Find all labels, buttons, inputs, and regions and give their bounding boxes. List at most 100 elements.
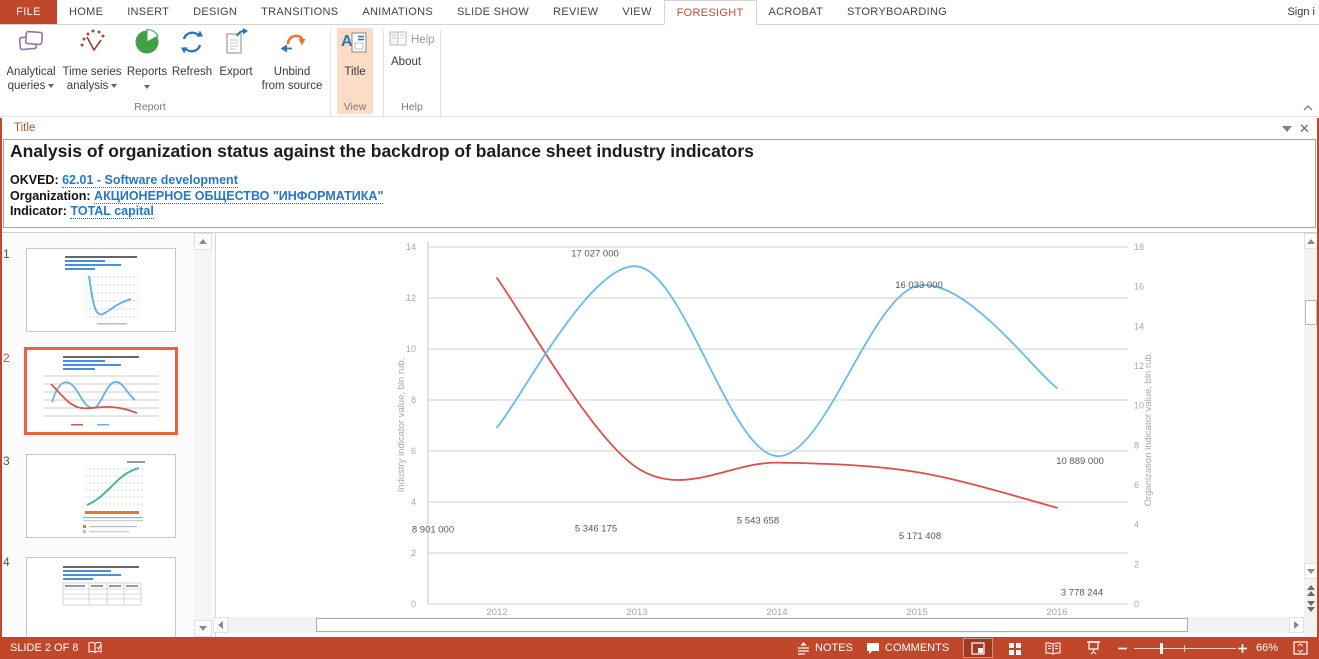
organization-label: Organization: [10,188,91,203]
slide-thumbnail-3[interactable] [26,454,176,538]
right-axis-tick-label: 14 [1134,321,1144,331]
thumbnail-scrollbar[interactable] [194,233,212,637]
horizontal-scrollbar[interactable] [213,617,1304,633]
slide-number: 2 [3,351,10,365]
reports-button[interactable]: Reports [124,28,170,114]
tab-view[interactable]: VIEW [622,6,652,18]
thumbnail-scroll-up-button[interactable] [194,233,212,250]
thumbnail-chart [83,461,145,533]
tab-animations[interactable]: ANIMATIONS [362,6,434,18]
unbind-from-source-button[interactable]: Unbind from source [258,28,326,114]
fit-to-window-icon [1293,641,1308,655]
vertical-scrollbar[interactable] [1304,233,1318,637]
zoom-in-icon [1238,643,1247,653]
thumbnail-chart [62,566,142,606]
reading-view-button[interactable] [1038,638,1068,658]
tab-acrobat[interactable]: ACROBAT [768,6,823,18]
tab-file[interactable]: FILE [0,0,57,24]
tab-storyboarding[interactable]: STORYBOARDING [846,6,948,18]
notes-button[interactable]: NOTES [797,637,853,659]
scroll-right-button[interactable] [1289,617,1304,633]
normal-view-button[interactable] [963,638,993,658]
sign-in[interactable]: Sign i [1287,6,1315,18]
left-axis-tick-label: 0 [411,599,416,609]
right-axis-tick-label: 6 [1134,480,1139,490]
thumbnail-chart [43,356,159,426]
left-axis-tick-label: 6 [411,446,416,456]
okved-label: OKVED: [10,173,59,187]
slideshow-icon [1086,641,1100,655]
refresh-button[interactable]: Refresh [170,28,214,114]
okved-line: OKVED: 62.01 - Software development [10,173,1309,189]
slide-canvas[interactable]: 0 2 4 6 8 10 12 14 0 2 4 6 8 10 12 14 16 18 2012 2013 2014 20… [218,233,1304,618]
organization-link[interactable]: АКЦИОНЕРНОЕ ОБЩЕСТВО "ИНФОРМАТИКА" [94,188,384,204]
slide-thumbnail-2[interactable] [24,347,178,435]
slideshow-view-button[interactable] [1078,638,1108,658]
zoom-level[interactable]: 66% [1256,642,1279,654]
slide-sorter-view-button[interactable] [1000,638,1030,658]
group-separator [330,30,331,130]
ribbon-tab-bar: FILE HOME INSERT DESIGN TRANSITIONS ANIMATIO… [0,0,1319,25]
right-axis-tick-label: 16 [1134,282,1144,292]
left-axis-tick-label: 8 [411,395,416,405]
x-axis-tick-label: 2013 [626,607,647,617]
zoom-slider-track[interactable] [1134,648,1236,649]
okved-link[interactable]: 62.01 - Software development [62,173,238,188]
previous-slide-button[interactable] [1304,583,1318,597]
tab-transitions[interactable]: TRANSITIONS [261,6,339,18]
data-label: 10 889 000 [1056,456,1104,467]
tab-slide-show[interactable]: SLIDE SHOW [457,6,530,18]
tab-review[interactable]: REVIEW [553,6,599,18]
right-axis-tick-label: 8 [1134,440,1139,450]
window-border-right [1317,118,1319,637]
indicator-link[interactable]: TOTAL capital [70,204,154,219]
right-axis-tick-label: 4 [1134,520,1139,530]
title-pane-label: Title [14,122,36,134]
comments-icon [867,643,879,654]
next-slide-button[interactable] [1304,599,1318,613]
slide-indicator[interactable]: SLIDE 2 OF 8 [10,642,79,654]
title-toggle-button[interactable]: A Title [337,28,373,114]
left-axis-title: Industry indicator value, bln rub. [396,358,407,493]
analytical-queries-icon [15,27,47,62]
slide-thumbnail-1[interactable] [26,248,176,332]
collapse-ribbon-icon[interactable] [1301,101,1315,113]
title-pane-dropdown-icon[interactable] [1282,126,1292,132]
unbind-icon [275,27,309,62]
group-label-view: View [343,101,367,113]
right-axis-tick-label: 2 [1134,559,1139,569]
slide-thumbnail-panel: 1 2 [0,233,216,637]
tab-insert[interactable]: INSERT [127,6,170,18]
title-pane-content: Analysis of organization status against … [3,139,1316,228]
zoom-in-button[interactable] [1238,637,1247,659]
analytical-queries-button[interactable]: Analytical queries [2,28,60,114]
scroll-up-button[interactable] [1304,233,1318,249]
export-button[interactable]: Export [214,28,258,114]
tab-foresight[interactable]: FORESIGHT [663,0,757,25]
scroll-down-button[interactable] [1304,563,1318,579]
zoom-slider-thumb[interactable] [1160,643,1163,654]
scroll-left-button[interactable] [213,617,228,633]
dropdown-caret [111,83,118,88]
thumbnail-scroll-down-button[interactable] [194,620,212,637]
time-series-analysis-button[interactable]: Time series analysis [60,28,124,114]
left-axis-tick-label: 14 [406,242,416,252]
horizontal-scroll-thumb[interactable] [316,618,1188,632]
slide-thumbnail-4[interactable] [26,557,176,637]
left-axis-tick-label: 12 [406,293,416,303]
normal-view-icon [971,641,985,655]
zoom-out-button[interactable] [1118,637,1127,659]
title-pane-close-icon[interactable]: ✕ [1299,121,1310,136]
about-button[interactable]: About [391,56,422,68]
reading-view-icon [1045,641,1061,655]
indicator-line: Indicator: TOTAL capital [10,204,1309,220]
group-label-help: Help [401,101,423,113]
fit-slide-to-window-button[interactable] [1293,637,1308,659]
vertical-scroll-thumb[interactable] [1305,300,1317,325]
tab-design[interactable]: DESIGN [193,6,238,18]
spellcheck-icon[interactable] [88,637,103,659]
time-series-icon [76,27,108,62]
comments-button[interactable]: COMMENTS [866,637,949,659]
help-button[interactable]: Help [388,30,438,50]
tab-home[interactable]: HOME [69,6,104,18]
